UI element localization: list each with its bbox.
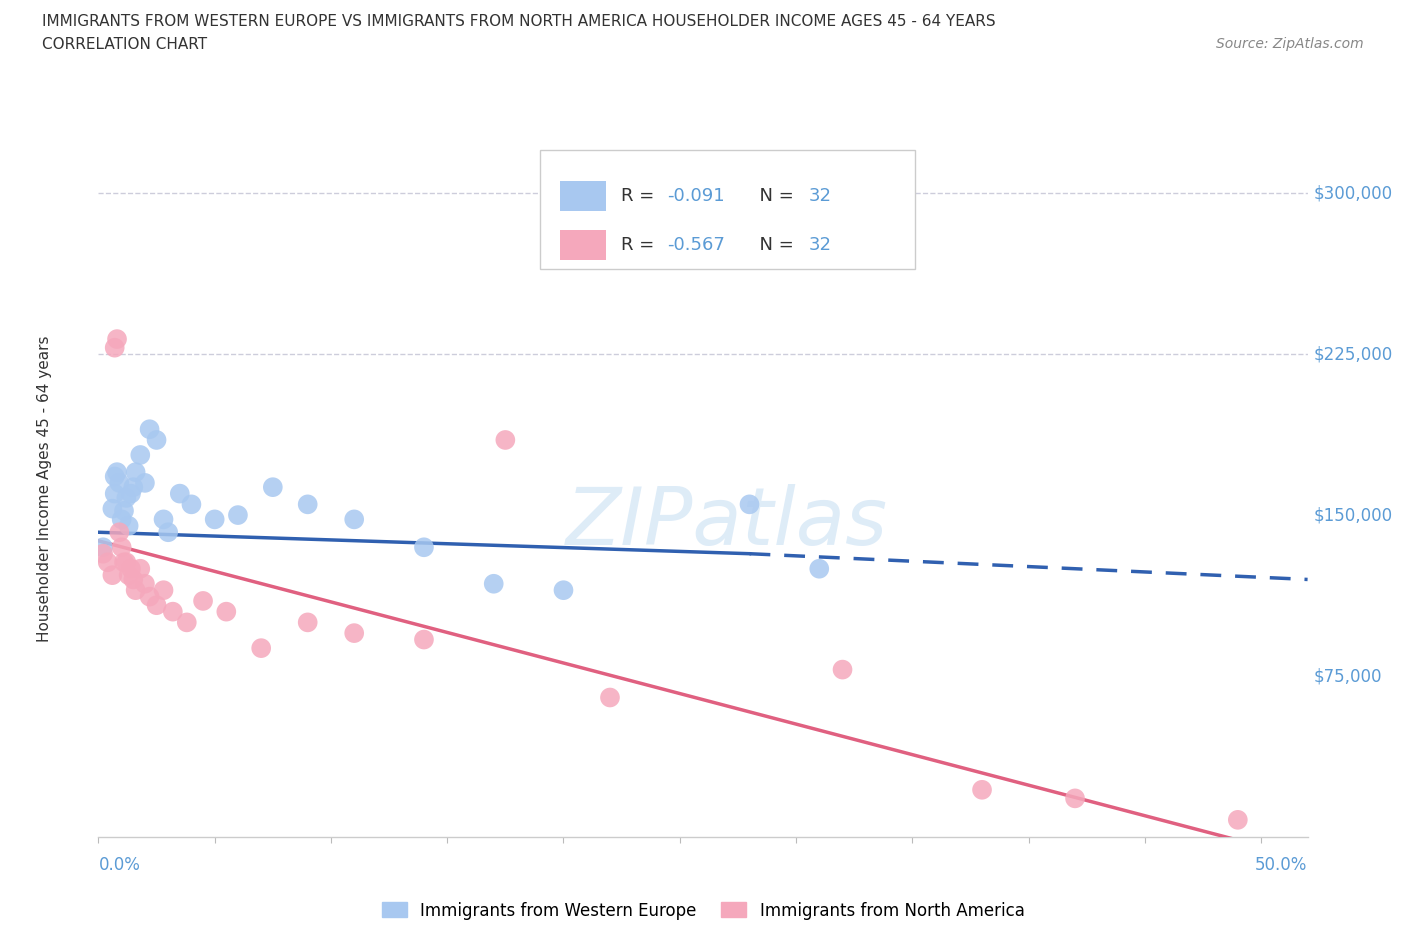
Point xyxy=(970,782,993,797)
Point xyxy=(111,512,134,526)
Text: IMMIGRANTS FROM WESTERN EUROPE VS IMMIGRANTS FROM NORTH AMERICA HOUSEHOLDER INCO: IMMIGRANTS FROM WESTERN EUROPE VS IMMIGR… xyxy=(42,14,995,29)
Text: ZIPatlas: ZIPatlas xyxy=(567,485,889,562)
Text: $75,000: $75,000 xyxy=(1313,667,1382,685)
Point xyxy=(599,690,621,705)
Point xyxy=(176,615,198,630)
Point xyxy=(204,512,226,526)
Point xyxy=(108,525,131,539)
Point xyxy=(250,641,273,656)
Text: $300,000: $300,000 xyxy=(1313,184,1393,202)
Point xyxy=(738,497,761,512)
Text: 32: 32 xyxy=(808,187,831,205)
Point xyxy=(104,469,127,484)
Point xyxy=(180,497,202,512)
Point xyxy=(297,497,319,512)
FancyBboxPatch shape xyxy=(540,150,915,269)
Point xyxy=(343,626,366,641)
Point xyxy=(111,539,134,554)
Point xyxy=(112,555,135,570)
Point xyxy=(124,583,146,598)
Point xyxy=(413,632,436,647)
Point xyxy=(115,490,138,505)
Point xyxy=(129,447,152,462)
Point xyxy=(101,567,124,582)
Point xyxy=(262,480,284,495)
Point xyxy=(138,590,160,604)
Bar xyxy=(561,231,606,259)
Bar xyxy=(561,181,606,210)
Point xyxy=(105,465,128,480)
Text: N =: N = xyxy=(748,187,799,205)
Point xyxy=(91,546,114,561)
Point xyxy=(118,518,141,533)
Point xyxy=(1226,813,1249,828)
Point xyxy=(104,340,127,355)
Point xyxy=(108,475,131,490)
Text: N =: N = xyxy=(748,236,799,254)
Point xyxy=(152,583,174,598)
Point xyxy=(122,572,145,587)
Point xyxy=(808,562,831,577)
Point xyxy=(145,432,167,447)
Point xyxy=(120,562,142,577)
Text: -0.567: -0.567 xyxy=(666,236,724,254)
Point xyxy=(138,422,160,437)
Point xyxy=(91,539,114,554)
Point xyxy=(129,562,152,577)
Text: $150,000: $150,000 xyxy=(1313,506,1393,525)
Point xyxy=(115,555,138,570)
Text: R =: R = xyxy=(621,236,659,254)
Point xyxy=(101,501,124,516)
Point xyxy=(553,583,575,598)
Point xyxy=(134,475,156,490)
Text: Householder Income Ages 45 - 64 years: Householder Income Ages 45 - 64 years xyxy=(37,335,52,642)
Point xyxy=(1064,790,1087,805)
Text: Source: ZipAtlas.com: Source: ZipAtlas.com xyxy=(1216,37,1364,51)
Point xyxy=(97,555,120,570)
Text: $225,000: $225,000 xyxy=(1313,345,1393,363)
Point xyxy=(122,480,145,495)
Text: 32: 32 xyxy=(808,236,831,254)
Point xyxy=(112,503,135,518)
Point xyxy=(831,662,853,677)
Point xyxy=(152,512,174,526)
Point xyxy=(297,615,319,630)
Point xyxy=(105,332,128,347)
Point xyxy=(120,486,142,501)
Text: 50.0%: 50.0% xyxy=(1256,856,1308,874)
Point xyxy=(413,539,436,554)
Point xyxy=(134,577,156,591)
Point xyxy=(145,598,167,613)
Point xyxy=(482,577,505,591)
Point xyxy=(855,250,877,265)
Point xyxy=(343,512,366,526)
Legend: Immigrants from Western Europe, Immigrants from North America: Immigrants from Western Europe, Immigran… xyxy=(375,895,1031,926)
Text: -0.091: -0.091 xyxy=(666,187,724,205)
Point xyxy=(157,525,180,539)
Text: 0.0%: 0.0% xyxy=(98,856,141,874)
Point xyxy=(226,508,249,523)
Point xyxy=(215,604,238,619)
Text: CORRELATION CHART: CORRELATION CHART xyxy=(42,37,207,52)
Point xyxy=(191,593,214,608)
Text: R =: R = xyxy=(621,187,659,205)
Point xyxy=(124,465,146,480)
Point xyxy=(162,604,184,619)
Point xyxy=(118,567,141,582)
Point xyxy=(104,486,127,501)
Point xyxy=(169,486,191,501)
Point xyxy=(494,432,516,447)
